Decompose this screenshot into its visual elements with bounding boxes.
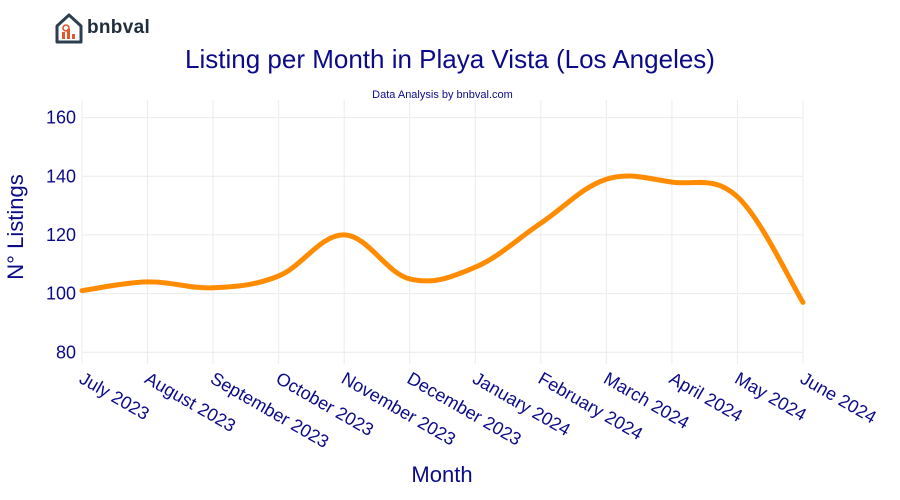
- x-tick-label: June 2024: [797, 368, 880, 427]
- y-tick-label: 120: [46, 225, 76, 245]
- x-axis-title: Month: [411, 462, 472, 487]
- grid-lines: [81, 100, 804, 364]
- x-tick-label: May 2024: [731, 368, 809, 425]
- y-tick-label: 100: [46, 284, 76, 304]
- bnbval-logo: bnbval: [54, 12, 150, 44]
- house-logo-icon: [55, 13, 83, 44]
- chart-title: Listing per Month in Playa Vista (Los An…: [185, 44, 715, 74]
- y-tick-label: 160: [46, 108, 76, 128]
- series-line: [79, 173, 806, 305]
- logo-text: bnbval: [87, 17, 151, 38]
- y-tick-label: 140: [46, 166, 76, 186]
- chart-subtitle: Data Analysis by bnbval.com: [372, 89, 513, 101]
- x-tick-label: July 2023: [76, 368, 153, 424]
- series-layer: [79, 173, 806, 305]
- x-tick-label: November 2023: [338, 368, 459, 449]
- y-axis-ticks: 80 100 120 140 160: [46, 108, 76, 363]
- y-tick-label: 80: [56, 342, 76, 362]
- y-axis-title: N° Listings: [3, 174, 28, 279]
- x-tick-label: December 2023: [404, 368, 525, 449]
